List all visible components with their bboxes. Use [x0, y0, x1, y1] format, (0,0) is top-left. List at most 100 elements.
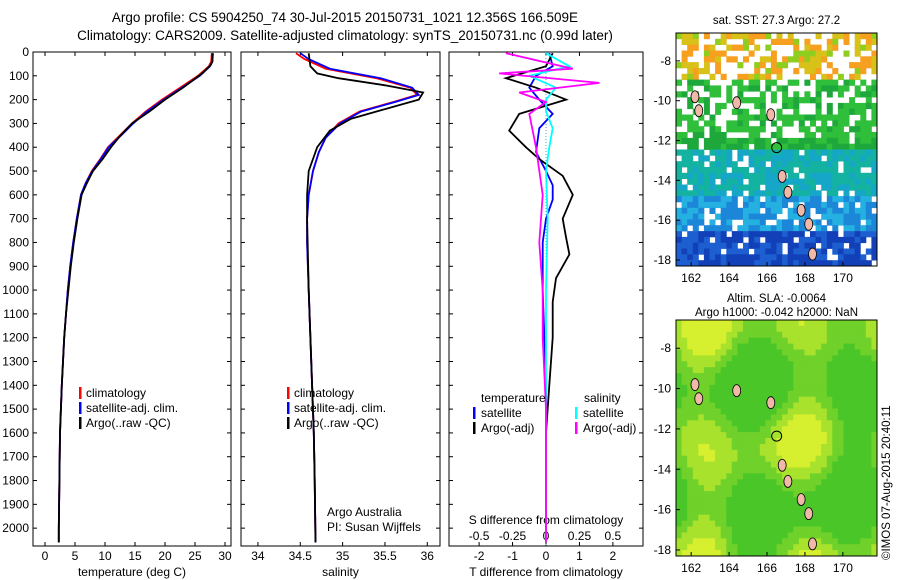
- map-cell: [826, 402, 833, 409]
- map-cell: [743, 396, 749, 403]
- map-cell: [687, 532, 694, 539]
- map-cell: [871, 184, 878, 191]
- map-cell: [815, 325, 822, 333]
- map-cell: [804, 38, 811, 45]
- map-cell: [720, 479, 727, 486]
- map-cell: [692, 408, 699, 415]
- map-cell: [821, 438, 828, 445]
- map-cell: [843, 396, 850, 403]
- map-cell: [804, 408, 811, 415]
- map-y-tick-label: -18: [654, 543, 672, 557]
- map-cell: [676, 520, 682, 527]
- map-cell: [849, 396, 856, 403]
- map-cell: [821, 50, 828, 57]
- map-cell: [843, 114, 850, 121]
- map-cell: [703, 196, 710, 203]
- map-cell: [832, 114, 839, 121]
- map-cell: [709, 320, 716, 327]
- map-cell: [865, 201, 872, 209]
- map-cell: [726, 461, 733, 468]
- map-cell: [720, 190, 727, 197]
- map-cell: [849, 414, 856, 421]
- map-cell: [687, 526, 694, 533]
- map-cell: [692, 532, 699, 539]
- map-cell: [865, 420, 872, 427]
- map-cell: [765, 254, 772, 261]
- map-cell: [709, 331, 716, 339]
- map-cell: [793, 248, 800, 255]
- map-cell: [821, 373, 828, 380]
- map-cell: [743, 331, 749, 339]
- map-cell: [703, 438, 710, 445]
- map-cell: [737, 254, 744, 261]
- map-cell: [743, 449, 749, 457]
- map-cell: [798, 355, 805, 362]
- annotation-text: Argo Australia: [327, 505, 402, 519]
- map-cell: [854, 91, 861, 98]
- map-cell: [765, 331, 772, 339]
- map-cell: [765, 44, 772, 51]
- map-cell: [810, 420, 816, 427]
- map-cell: [865, 184, 872, 191]
- map-cell: [731, 432, 738, 439]
- map-cell: [765, 33, 772, 40]
- map-cell: [843, 497, 850, 504]
- x-tick-label: 15: [128, 549, 142, 563]
- map-cell: [787, 408, 794, 415]
- map-cell: [754, 550, 761, 557]
- map-cell: [703, 432, 710, 439]
- map-cell: [687, 178, 694, 185]
- map-cell: [804, 62, 811, 69]
- s-tick-label: 0.5: [605, 529, 622, 543]
- map-cell: [793, 514, 800, 521]
- map-cell: [843, 390, 850, 398]
- map-cell: [843, 149, 850, 156]
- map-cell: [832, 467, 839, 474]
- map-cell: [860, 361, 867, 368]
- map-cell: [754, 231, 761, 238]
- map-cell: [715, 461, 722, 468]
- map-cell: [692, 201, 699, 209]
- map-cell: [698, 155, 705, 162]
- island-shape: [808, 247, 817, 261]
- map-cell: [810, 56, 816, 63]
- map-cell: [692, 544, 699, 551]
- map-cell: [743, 44, 749, 51]
- x-tick-label: -1: [507, 549, 518, 563]
- map-cell: [737, 355, 744, 362]
- map-cell: [843, 520, 850, 527]
- map-cell: [782, 361, 789, 368]
- map-cell: [737, 337, 744, 344]
- map-cell: [720, 137, 727, 145]
- map-cell: [743, 544, 749, 551]
- map-cell: [854, 455, 861, 462]
- map-cell: [793, 532, 800, 539]
- map-cell: [709, 461, 716, 468]
- map-cell: [765, 438, 772, 445]
- map-cell: [810, 44, 816, 51]
- map-cell: [703, 320, 710, 327]
- map-cell: [748, 172, 755, 179]
- map-cell: [681, 248, 688, 255]
- map-cell: [821, 225, 828, 232]
- map-cell: [737, 207, 744, 214]
- map-cell: [737, 126, 744, 133]
- map-cell: [692, 207, 699, 214]
- map-cell: [692, 167, 699, 174]
- map-cell: [681, 260, 688, 267]
- map-cell: [810, 236, 816, 244]
- map-cell: [815, 91, 822, 98]
- map-cell: [715, 38, 722, 45]
- map-cell: [821, 355, 828, 362]
- map-cell: [698, 544, 705, 551]
- map-cell: [865, 467, 872, 474]
- map-cell: [715, 108, 722, 115]
- map-cell: [743, 432, 749, 439]
- map-cell: [854, 443, 861, 451]
- map-cell: [849, 449, 856, 457]
- legend-swatch: [575, 422, 578, 434]
- map-cell: [804, 172, 811, 179]
- map-cell: [743, 508, 749, 516]
- map-cell: [709, 207, 716, 214]
- map-cell: [871, 178, 878, 185]
